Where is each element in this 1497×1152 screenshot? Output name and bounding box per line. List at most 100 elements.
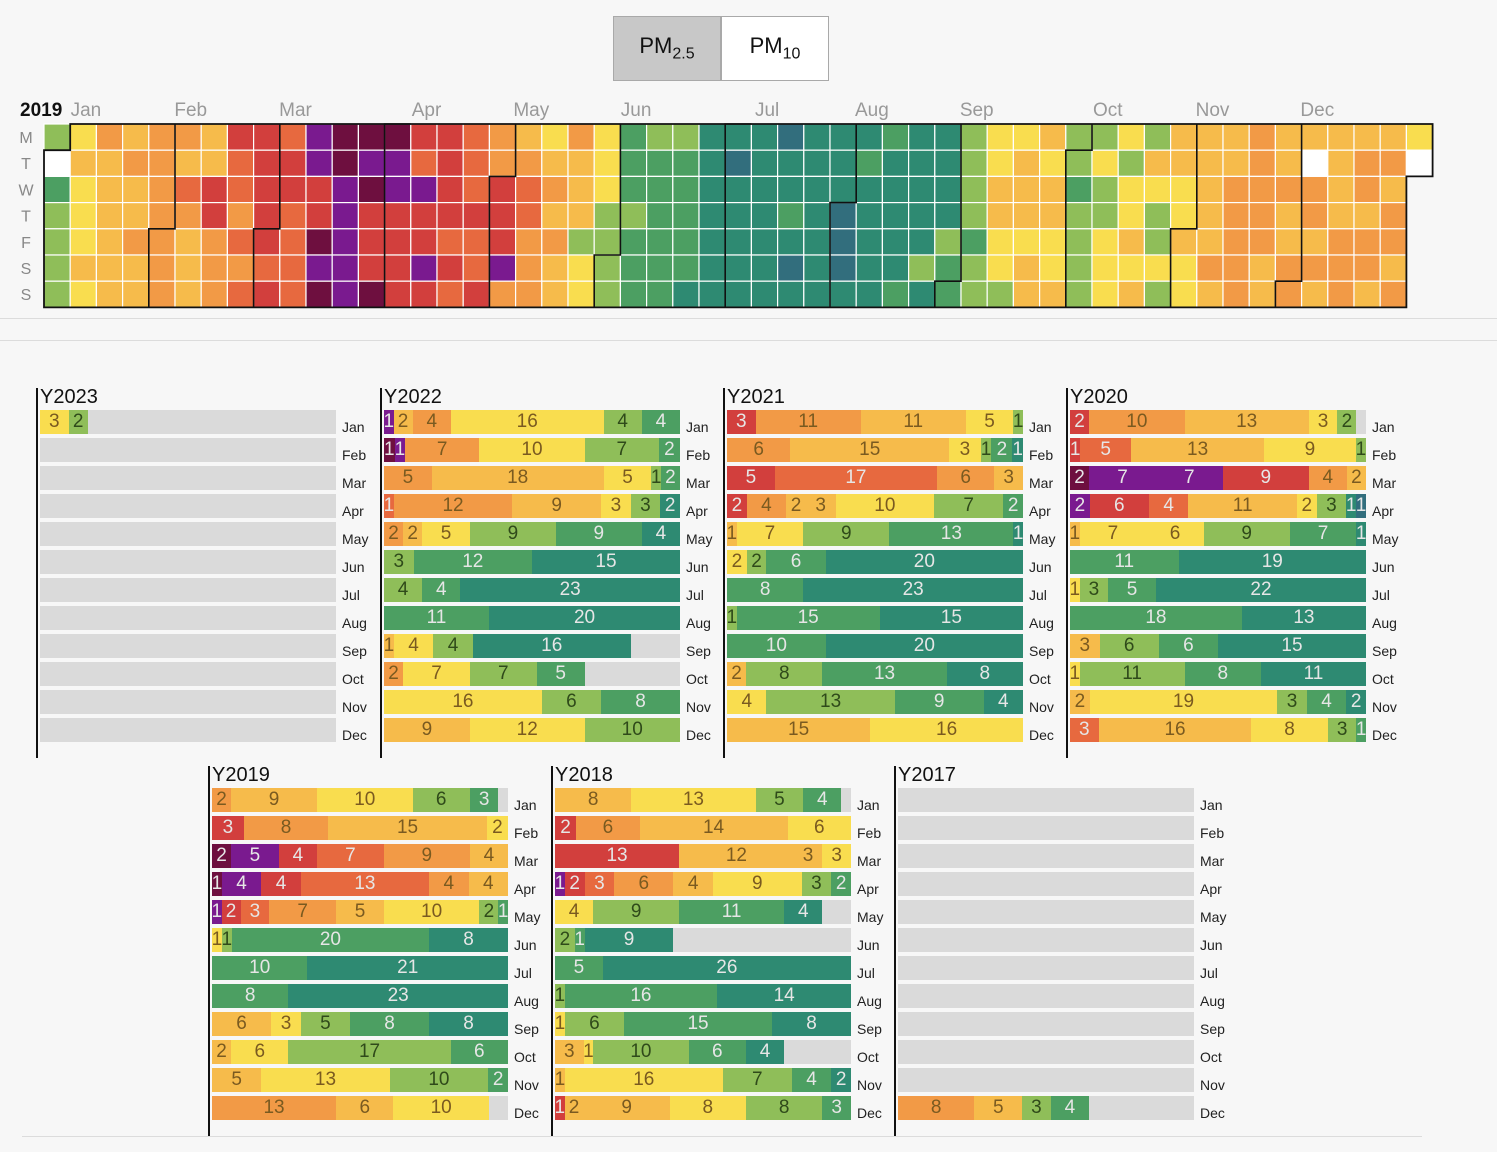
calendar-day-cell — [357, 149, 386, 178]
month-label: Jan — [342, 419, 365, 435]
bar-segment: 1 — [555, 1012, 565, 1036]
bar-segment: 13 — [300, 872, 430, 896]
calendar-day-cell — [986, 201, 1015, 230]
bar-segment — [784, 1040, 851, 1064]
bar-segment — [822, 900, 851, 924]
calendar-day-cell — [541, 123, 569, 151]
calendar-day-cell — [907, 201, 936, 230]
calendar-day-cell — [174, 123, 202, 151]
bar-segment: 4 — [278, 844, 318, 868]
month-label: Sep — [342, 643, 367, 659]
calendar-day-cell — [488, 123, 517, 151]
bar-segment: 4 — [555, 900, 594, 924]
bar-segment: 6 — [1146, 522, 1204, 546]
calendar-day-cell — [541, 175, 569, 204]
calendar-day-cell — [1327, 201, 1355, 230]
bar-segment: 2 — [212, 788, 232, 812]
month-bar — [898, 872, 1194, 896]
month-bar — [898, 1068, 1194, 1092]
bar-segment: 10 — [317, 788, 413, 812]
month-bar — [40, 438, 336, 462]
calendar-day-cell — [1405, 149, 1434, 178]
calendar-month-label: May — [513, 100, 549, 121]
calendar-day-cell — [1065, 175, 1093, 204]
bar-segment: 5 — [1108, 578, 1156, 602]
calendar-day-cell — [148, 123, 176, 151]
calendar-day-cell — [279, 254, 307, 282]
bar-segment: 12 — [413, 550, 532, 574]
calendar-day-cell — [593, 149, 622, 178]
calendar-day-cell — [776, 280, 805, 308]
month-label: May — [686, 531, 713, 547]
calendar-day-cell — [43, 201, 71, 230]
bar-segment: 2 — [1070, 690, 1090, 714]
bar-segment: 4 — [393, 634, 434, 658]
calendar-day-cell — [1091, 254, 1119, 282]
calendar-day-cell — [1117, 201, 1145, 230]
month-bar: 11 20 — [384, 606, 680, 630]
calendar-day-cell — [514, 280, 543, 308]
bar-segment — [40, 634, 336, 658]
calendar-day-cell — [305, 201, 333, 230]
month-bar: 4 4 23 — [384, 578, 680, 602]
bar-segment — [584, 662, 680, 686]
calendar-day-cell — [645, 201, 674, 230]
bar-segment: 9 — [803, 522, 890, 546]
calendar-day-cell — [384, 149, 412, 178]
calendar-day-cell — [698, 201, 726, 230]
bar-segment: 1 — [727, 522, 737, 546]
bar-segment: 4 — [727, 690, 767, 714]
month-label: May — [1029, 531, 1056, 547]
bar-segment: 2 — [68, 410, 88, 434]
bar-segment: 2 — [991, 438, 1013, 462]
bar-segment: 7 — [1289, 522, 1357, 546]
bar-segment: 8 — [243, 816, 329, 840]
pm25-button[interactable]: PM2.5 — [613, 16, 721, 81]
calendar-day-cell — [121, 228, 150, 256]
calendar-day-cell — [881, 201, 910, 230]
calendar-day-cell — [776, 201, 805, 230]
month-label: Sep — [1372, 643, 1397, 659]
calendar-day-cell — [567, 228, 595, 256]
calendar-day-cell — [1196, 228, 1224, 256]
bar-segment: 16 — [870, 718, 1023, 742]
bar-segment: 7 — [469, 662, 537, 686]
bar-segment: 8 — [746, 662, 823, 686]
pm10-button[interactable]: PM10 — [721, 16, 829, 81]
calendar-day-cell — [1274, 175, 1303, 204]
calendar-day-cell — [1353, 254, 1381, 282]
bar-segment — [40, 690, 336, 714]
bar-segment: 1 — [555, 872, 565, 896]
calendar-day-cell — [1038, 175, 1067, 204]
bar-segment — [498, 788, 508, 812]
month-label: Jun — [857, 937, 880, 953]
month-label: Aug — [1200, 993, 1225, 1009]
weekday-label: T — [21, 156, 31, 173]
weekday-label: F — [21, 235, 31, 252]
calendar-day-cell — [436, 201, 464, 230]
calendar-day-cell — [1300, 201, 1329, 230]
calendar-day-cell — [200, 254, 228, 282]
calendar-day-cell — [514, 175, 543, 204]
calendar-day-cell — [1143, 254, 1172, 282]
bar-segment: 7 — [934, 494, 1004, 518]
divider-top — [0, 318, 1497, 319]
calendar-day-cell — [881, 280, 910, 308]
calendar-day-cell — [724, 149, 753, 178]
bar-segment: 7 — [403, 662, 470, 686]
bar-segment: 3 — [584, 872, 615, 896]
divider-mid — [0, 340, 1497, 341]
month-label: Mar — [514, 853, 539, 869]
bar-segment: 3 — [949, 438, 981, 462]
calendar-day-cell — [645, 254, 674, 282]
month-label: Mar — [686, 475, 711, 491]
bar-segment: 1 — [555, 984, 565, 1008]
calendar-day-cell — [1379, 175, 1407, 204]
bar-segment: 1 — [1013, 410, 1023, 434]
calendar-day-cell — [174, 280, 202, 308]
bar-segment — [841, 788, 851, 812]
calendar-day-cell — [331, 175, 360, 204]
bar-segment: 2 — [786, 494, 806, 518]
calendar-day-cell — [672, 175, 700, 204]
calendar-day-cell — [436, 228, 464, 256]
